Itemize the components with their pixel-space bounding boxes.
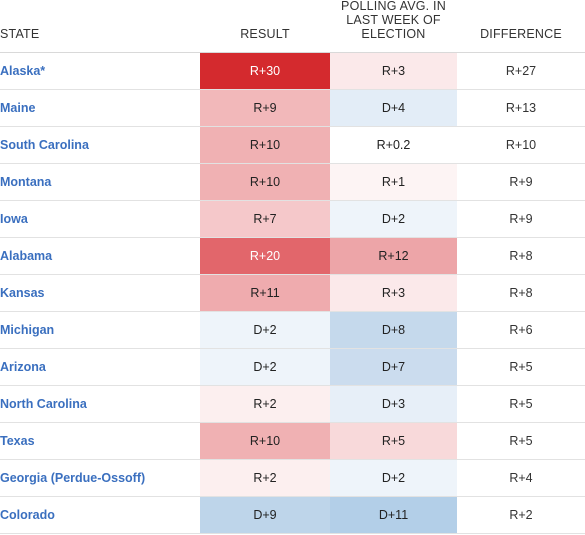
table-row: Georgia (Perdue-Ossoff) R+2 D+2 R+4 xyxy=(0,460,585,497)
difference-cell: R+9 xyxy=(509,212,533,226)
table-row: Kansas R+11 R+3 R+8 xyxy=(0,275,585,312)
polling-average-cell: R+3 xyxy=(330,53,457,89)
state-link[interactable]: Kansas xyxy=(0,286,45,300)
state-link[interactable]: Michigan xyxy=(0,323,55,337)
difference-cell: R+6 xyxy=(509,323,533,337)
table-row: Texas R+10 R+5 R+5 xyxy=(0,423,585,460)
table-row: Alabama R+20 R+12 R+8 xyxy=(0,238,585,275)
table-row: North Carolina R+2 D+3 R+5 xyxy=(0,386,585,423)
state-link[interactable]: Georgia (Perdue-Ossoff) xyxy=(0,471,146,485)
state-link[interactable]: North Carolina xyxy=(0,397,87,411)
table-row: Maine R+9 D+4 R+13 xyxy=(0,90,585,127)
state-link[interactable]: Alaska* xyxy=(0,64,46,78)
table-body: Alaska* R+30 R+3 R+27 Maine R+9 D+4 R+13 South C… xyxy=(0,53,585,534)
result-cell: R+10 xyxy=(200,127,330,163)
result-cell: D+2 xyxy=(200,349,330,385)
difference-cell: R+13 xyxy=(505,101,537,115)
state-link[interactable]: Texas xyxy=(0,434,35,448)
polling-average-cell: R+1 xyxy=(330,164,457,200)
result-cell: D+9 xyxy=(200,497,330,533)
polling-average-cell: R+0.2 xyxy=(330,127,457,163)
polling-average-cell: D+11 xyxy=(330,497,457,533)
header-polling-average-label: POLLING AVG. IN LAST WEEK OF ELECTION xyxy=(341,0,446,41)
result-cell: R+9 xyxy=(200,90,330,126)
result-cell: R+2 xyxy=(200,386,330,422)
difference-cell: R+4 xyxy=(509,471,533,485)
result-cell: D+2 xyxy=(200,312,330,348)
header-polling-line-3: ELECTION xyxy=(361,27,426,41)
difference-cell: R+5 xyxy=(509,360,533,374)
result-cell: R+11 xyxy=(200,275,330,311)
header-polling-line-1: POLLING AVG. IN xyxy=(341,0,446,13)
table-row: Alaska* R+30 R+3 R+27 xyxy=(0,53,585,90)
difference-cell: R+5 xyxy=(509,434,533,448)
header-difference: DIFFERENCE xyxy=(480,27,562,41)
difference-cell: R+8 xyxy=(509,249,533,263)
difference-cell: R+27 xyxy=(505,64,537,78)
polling-average-cell: D+2 xyxy=(330,460,457,496)
difference-cell: R+5 xyxy=(509,397,533,411)
result-cell: R+10 xyxy=(200,164,330,200)
result-cell: R+30 xyxy=(200,53,330,89)
table-row: Michigan D+2 D+8 R+6 xyxy=(0,312,585,349)
result-cell: R+2 xyxy=(200,460,330,496)
difference-cell: R+10 xyxy=(505,138,537,152)
state-link[interactable]: Arizona xyxy=(0,360,46,374)
table-row: Iowa R+7 D+2 R+9 xyxy=(0,201,585,238)
polling-average-cell: D+7 xyxy=(330,349,457,385)
state-link[interactable]: Maine xyxy=(0,101,36,115)
result-cell: R+10 xyxy=(200,423,330,459)
difference-cell: R+8 xyxy=(509,286,533,300)
state-link[interactable]: Montana xyxy=(0,175,52,189)
state-link[interactable]: Iowa xyxy=(0,212,28,226)
table-row: Colorado D+9 D+11 R+2 xyxy=(0,497,585,534)
header-result: RESULT xyxy=(240,27,290,41)
header-polling-average: POLLING AVG. IN LAST WEEK OF ELECTION xyxy=(330,0,457,52)
polling-average-cell: R+3 xyxy=(330,275,457,311)
table-header: STATE RESULT POLLING AVG. IN LAST WEEK O… xyxy=(0,0,585,53)
difference-cell: R+2 xyxy=(509,508,533,522)
polling-average-cell: D+2 xyxy=(330,201,457,237)
polling-average-cell: D+3 xyxy=(330,386,457,422)
table-row: Arizona D+2 D+7 R+5 xyxy=(0,349,585,386)
difference-cell: R+9 xyxy=(509,175,533,189)
header-state: STATE xyxy=(0,27,40,41)
result-cell: R+7 xyxy=(200,201,330,237)
polling-average-cell: R+5 xyxy=(330,423,457,459)
polling-average-cell: R+12 xyxy=(330,238,457,274)
polling-average-cell: D+4 xyxy=(330,90,457,126)
result-cell: R+20 xyxy=(200,238,330,274)
state-link[interactable]: Colorado xyxy=(0,508,55,522)
header-polling-line-2: LAST WEEK OF xyxy=(346,13,441,27)
table-row: South Carolina R+10 R+0.2 R+10 xyxy=(0,127,585,164)
polling-average-cell: D+8 xyxy=(330,312,457,348)
table-row: Montana R+10 R+1 R+9 xyxy=(0,164,585,201)
state-link[interactable]: Alabama xyxy=(0,249,53,263)
state-link[interactable]: South Carolina xyxy=(0,138,89,152)
